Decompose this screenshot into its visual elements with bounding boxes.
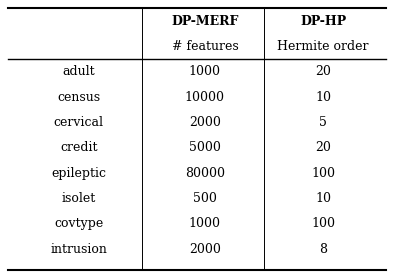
Text: 2000: 2000 (189, 116, 221, 129)
Text: 2000: 2000 (189, 243, 221, 256)
Text: 8: 8 (319, 243, 327, 256)
Text: isolet: isolet (62, 192, 96, 205)
Text: 20: 20 (315, 142, 331, 154)
Text: credit: credit (60, 142, 98, 154)
Text: 10000: 10000 (185, 91, 225, 104)
Text: 500: 500 (193, 192, 217, 205)
Text: DP-HP: DP-HP (300, 14, 346, 28)
Text: 10: 10 (315, 192, 331, 205)
Text: 100: 100 (311, 167, 335, 180)
Text: 5: 5 (319, 116, 327, 129)
Text: 1000: 1000 (189, 217, 221, 230)
Text: intrusion: intrusion (50, 243, 107, 256)
Text: DP-MERF: DP-MERF (171, 14, 239, 28)
Text: 1000: 1000 (189, 65, 221, 78)
Text: 80000: 80000 (185, 167, 225, 180)
Text: Hermite order: Hermite order (277, 40, 369, 53)
Text: 100: 100 (311, 217, 335, 230)
Text: 10: 10 (315, 91, 331, 104)
Text: 5000: 5000 (189, 142, 221, 154)
Text: epileptic: epileptic (51, 167, 106, 180)
Text: 20: 20 (315, 65, 331, 78)
Text: covtype: covtype (54, 217, 103, 230)
Text: # features: # features (171, 40, 238, 53)
Text: census: census (57, 91, 100, 104)
Text: cervical: cervical (54, 116, 104, 129)
Text: adult: adult (63, 65, 95, 78)
